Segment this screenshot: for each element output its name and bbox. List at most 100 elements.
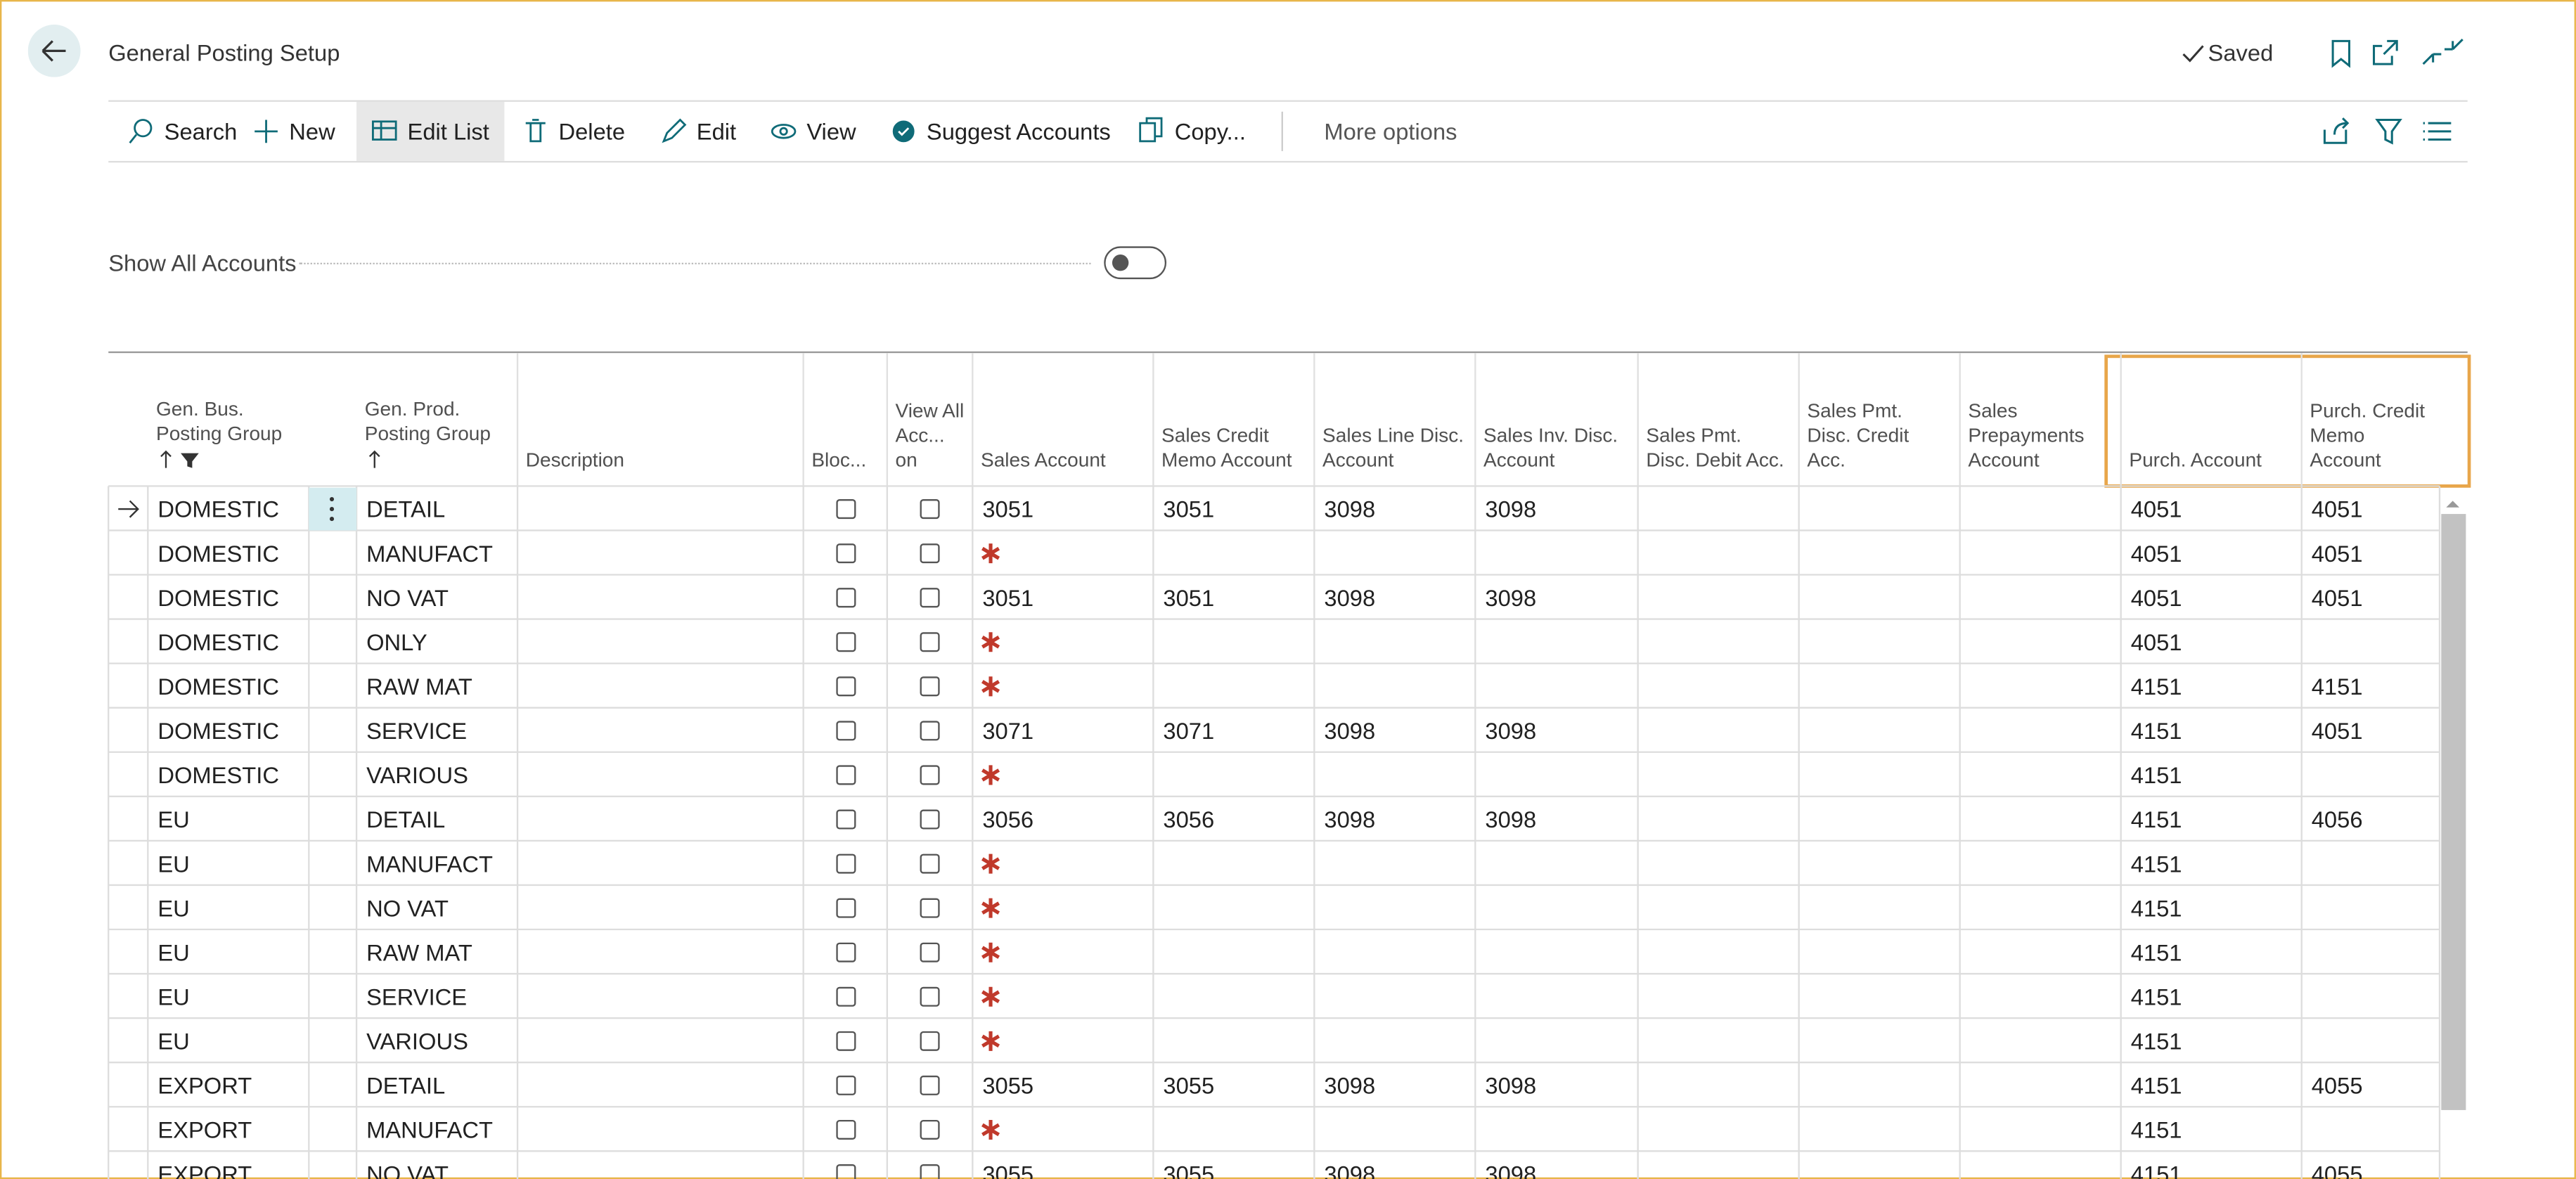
table-cell: RAW MAT bbox=[366, 673, 472, 700]
checkbox[interactable] bbox=[920, 676, 940, 697]
table-cell: 3051 bbox=[982, 496, 1034, 522]
table-cell: DOMESTIC bbox=[157, 584, 279, 611]
required-marker bbox=[979, 985, 1003, 1016]
column-header: Purch. Account bbox=[2129, 448, 2262, 472]
table-cell: 4151 bbox=[2130, 984, 2182, 1010]
table-cell: 3071 bbox=[982, 717, 1034, 745]
table-cell: 3055 bbox=[1163, 1161, 1215, 1179]
checkbox[interactable] bbox=[920, 499, 940, 520]
checkbox[interactable] bbox=[835, 499, 856, 520]
back-button[interactable] bbox=[27, 25, 81, 77]
table-cell: 4051 bbox=[2130, 496, 2182, 522]
checkbox[interactable] bbox=[835, 1119, 856, 1140]
required-marker bbox=[979, 852, 1003, 883]
page-title: General Posting Setup bbox=[108, 39, 340, 66]
toolbar-button[interactable]: Delete bbox=[558, 118, 626, 145]
checkbox[interactable] bbox=[920, 1164, 940, 1179]
table-cell: 3098 bbox=[1324, 806, 1376, 833]
toolbar-button[interactable]: New bbox=[289, 118, 335, 145]
column-header: View All Acc... on bbox=[895, 399, 965, 472]
checkbox[interactable] bbox=[920, 765, 940, 785]
checkbox[interactable] bbox=[835, 632, 856, 652]
saved-status: Saved bbox=[2208, 39, 2274, 66]
leader-dots bbox=[299, 262, 1091, 265]
toolbar-divider bbox=[1281, 111, 1283, 151]
checkbox[interactable] bbox=[920, 721, 940, 741]
checkbox[interactable] bbox=[835, 1075, 856, 1095]
table-cell: 3098 bbox=[1485, 584, 1537, 611]
table-cell: SERVICE bbox=[366, 717, 468, 745]
table-cell: EU bbox=[157, 1028, 190, 1055]
checkbox[interactable] bbox=[920, 543, 940, 564]
table-cell: DETAIL bbox=[366, 496, 446, 522]
table-cell: 4051 bbox=[2311, 584, 2363, 611]
table-cell: 4151 bbox=[2130, 1072, 2182, 1099]
checkbox[interactable] bbox=[835, 853, 856, 874]
column-header: Purch. Credit Memo Account bbox=[2310, 399, 2426, 472]
checkbox[interactable] bbox=[920, 1075, 940, 1095]
toolbar-button[interactable]: Edit bbox=[696, 118, 737, 145]
toolbar-button[interactable]: Search bbox=[164, 118, 238, 145]
table-cell: 4051 bbox=[2311, 717, 2363, 745]
table-cell: 3098 bbox=[1324, 717, 1376, 745]
checkbox[interactable] bbox=[920, 632, 940, 652]
column-header: Description bbox=[525, 448, 625, 472]
toolbar-icons[interactable] bbox=[2319, 115, 2457, 148]
checkbox[interactable] bbox=[920, 588, 940, 608]
table-cell: 3098 bbox=[1485, 1161, 1537, 1179]
button-icon bbox=[771, 117, 800, 155]
column-header: Sales Account bbox=[981, 448, 1106, 472]
checkbox[interactable] bbox=[835, 543, 856, 564]
checkbox[interactable] bbox=[835, 898, 856, 918]
toolbar-button[interactable]: More options bbox=[1324, 118, 1457, 145]
sort-icons bbox=[156, 449, 386, 479]
table-cell: EXPORT bbox=[157, 1116, 252, 1143]
table-cell: MANUFACT bbox=[366, 540, 494, 567]
toolbar-button[interactable]: Edit List bbox=[407, 118, 489, 145]
table-cell: 3071 bbox=[1163, 717, 1215, 745]
required-marker bbox=[979, 631, 1003, 662]
button-icon bbox=[890, 117, 920, 155]
table-cell: EU bbox=[157, 894, 190, 922]
table-cell: DOMESTIC bbox=[157, 717, 279, 745]
toolbar-button[interactable]: Suggest Accounts bbox=[926, 118, 1111, 145]
toggle[interactable] bbox=[1104, 246, 1167, 280]
button-icon bbox=[1138, 117, 1168, 155]
table-cell: 3055 bbox=[1163, 1072, 1215, 1099]
column-header: Sales Line Disc. Account bbox=[1322, 423, 1464, 472]
table-cell: MANUFACT bbox=[366, 850, 494, 877]
table-cell: 4051 bbox=[2311, 540, 2363, 567]
toolbar-button[interactable]: Copy... bbox=[1174, 118, 1246, 145]
checkbox[interactable] bbox=[920, 898, 940, 918]
checkbox[interactable] bbox=[920, 853, 940, 874]
table-cell: NO VAT bbox=[366, 1161, 449, 1179]
toolbar-button[interactable]: View bbox=[806, 118, 856, 145]
checkbox[interactable] bbox=[835, 765, 856, 785]
checkbox[interactable] bbox=[920, 1119, 940, 1140]
checkbox[interactable] bbox=[835, 588, 856, 608]
checkbox[interactable] bbox=[835, 721, 856, 741]
table-cell: 4151 bbox=[2130, 717, 2182, 745]
checkbox[interactable] bbox=[835, 676, 856, 697]
table-cell: DETAIL bbox=[366, 1072, 446, 1099]
checkbox[interactable] bbox=[920, 942, 940, 962]
table-cell: 3098 bbox=[1485, 717, 1537, 745]
checkbox[interactable] bbox=[835, 942, 856, 962]
button-icon bbox=[371, 117, 401, 155]
checkbox[interactable] bbox=[835, 1164, 856, 1179]
checkbox[interactable] bbox=[920, 809, 940, 830]
header-icons[interactable] bbox=[2324, 36, 2472, 69]
table-cell: 4151 bbox=[2130, 1161, 2182, 1179]
checkbox[interactable] bbox=[835, 809, 856, 830]
checkbox[interactable] bbox=[835, 986, 856, 1007]
table-cell: 3098 bbox=[1324, 496, 1376, 522]
checkbox[interactable] bbox=[920, 1031, 940, 1051]
table-cell: 3051 bbox=[982, 584, 1034, 611]
table-cell: EU bbox=[157, 984, 190, 1010]
required-marker bbox=[979, 896, 1003, 927]
table-cell: 4056 bbox=[2311, 806, 2363, 833]
table-cell: NO VAT bbox=[366, 584, 449, 611]
checkbox[interactable] bbox=[920, 986, 940, 1007]
checkbox[interactable] bbox=[835, 1031, 856, 1051]
